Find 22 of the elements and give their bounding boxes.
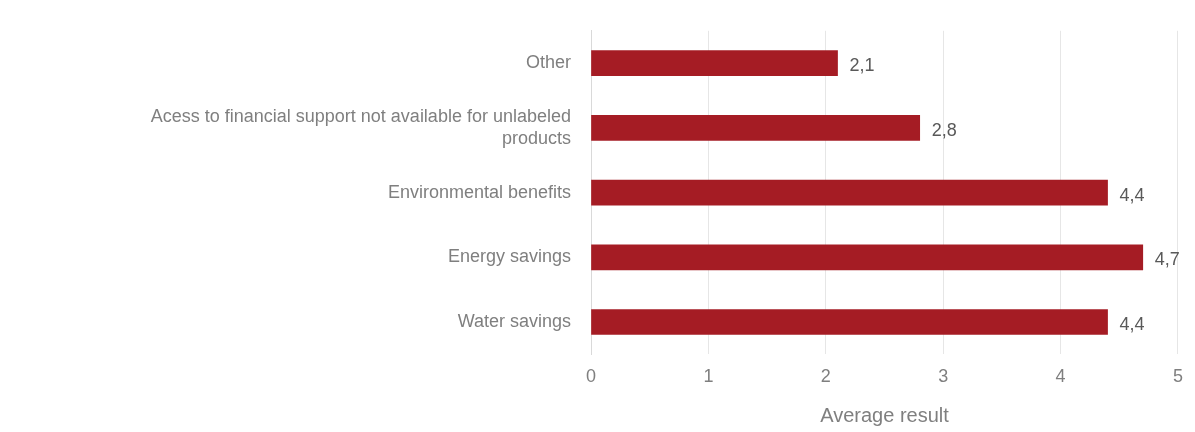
- x-tick-label: 5: [1172, 366, 1183, 387]
- y-tick-label: Water savings: [457, 311, 571, 332]
- x-tick-label: 0: [585, 366, 597, 387]
- data-label: 2,8: [931, 119, 957, 140]
- x-tick-label: 3: [938, 366, 949, 387]
- x-tick-label: 4: [1055, 366, 1066, 387]
- bar: [591, 50, 838, 76]
- y-tick-label: Environmental benefits: [387, 181, 571, 202]
- x-tick-label: 1: [703, 366, 714, 387]
- y-tick-label: Other: [525, 52, 571, 73]
- data-label: 4,4: [1119, 314, 1145, 335]
- y-tick-label: Acess to financial support not available for unlabeled products: [150, 106, 571, 148]
- bar: [591, 179, 1108, 206]
- bar: [591, 309, 1108, 335]
- bar: [591, 115, 921, 141]
- x-axis-title: Average result: [820, 403, 950, 426]
- data-label: 4,7: [1154, 249, 1180, 270]
- data-label: 2,1: [849, 55, 875, 76]
- x-tick-label: 2: [820, 366, 831, 387]
- bar: [591, 244, 1144, 271]
- y-tick-label: Energy savings: [447, 246, 571, 267]
- data-label: 4,4: [1119, 184, 1145, 205]
